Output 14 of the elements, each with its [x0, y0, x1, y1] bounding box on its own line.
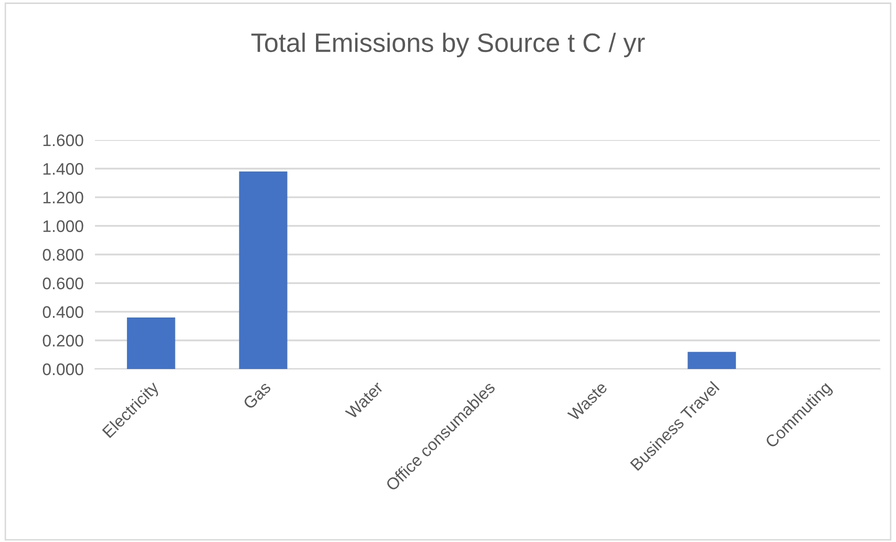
y-tick-label: 0.200: [42, 334, 84, 347]
y-tick-label: 0.000: [42, 363, 84, 376]
bar: [688, 352, 736, 369]
chart-title: Total Emissions by Source t C / yr: [251, 32, 645, 58]
y-tick-label: 1.400: [43, 163, 84, 175]
y-tick-label: 0.800: [42, 248, 84, 261]
x-tick-label: Gas: [242, 380, 272, 410]
y-tick-label: 0.400: [42, 306, 84, 318]
bar: [126, 317, 176, 369]
y-tick-label: 1.000: [43, 220, 84, 232]
bar: [239, 171, 288, 369]
y-tick-label: 1.600: [43, 134, 84, 146]
y-tick-label: 1.200: [43, 192, 84, 204]
y-tick-label: 0.600: [42, 278, 84, 290]
